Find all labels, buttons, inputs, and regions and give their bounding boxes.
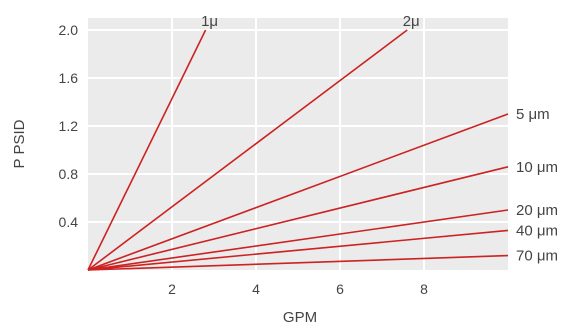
series-label: 70 μm [516,248,558,265]
series-line [87,229,509,271]
series-line [87,29,408,271]
tick-layer: 2 4 6 8 0.4 0.8 1.2 1.6 2.0 [59,22,429,297]
series-label: 2μ [403,13,420,30]
x-tick-label: 4 [252,281,260,297]
y-tick-label: 1.6 [59,70,79,86]
series-label: 1μ [201,13,218,30]
series-line [87,254,509,271]
series-layer [87,29,509,271]
x-tick-label: 8 [420,281,428,297]
series-label: 5 μm [516,106,550,123]
series-label: 10 μm [516,159,558,176]
y-tick-label: 0.8 [59,166,79,182]
y-tick-label: 0.4 [59,214,79,230]
series-line [87,209,509,271]
x-tick-label: 2 [168,281,176,297]
series-label: 40 μm [516,222,558,239]
x-axis-label: GPM [283,309,317,326]
series-line [87,113,509,271]
plot-area [88,18,508,270]
series-line [87,166,509,271]
y-axis-label: P PSID [11,119,28,168]
label-layer: 1μ 2μ 5 μm 10 μm 20 μm 40 μm 70 μm [201,13,558,265]
y-tick-label: 1.2 [59,118,79,134]
x-tick-label: 6 [336,281,344,297]
series-line [87,29,207,271]
y-tick-label: 2.0 [59,22,79,38]
series-label: 20 μm [516,202,558,219]
